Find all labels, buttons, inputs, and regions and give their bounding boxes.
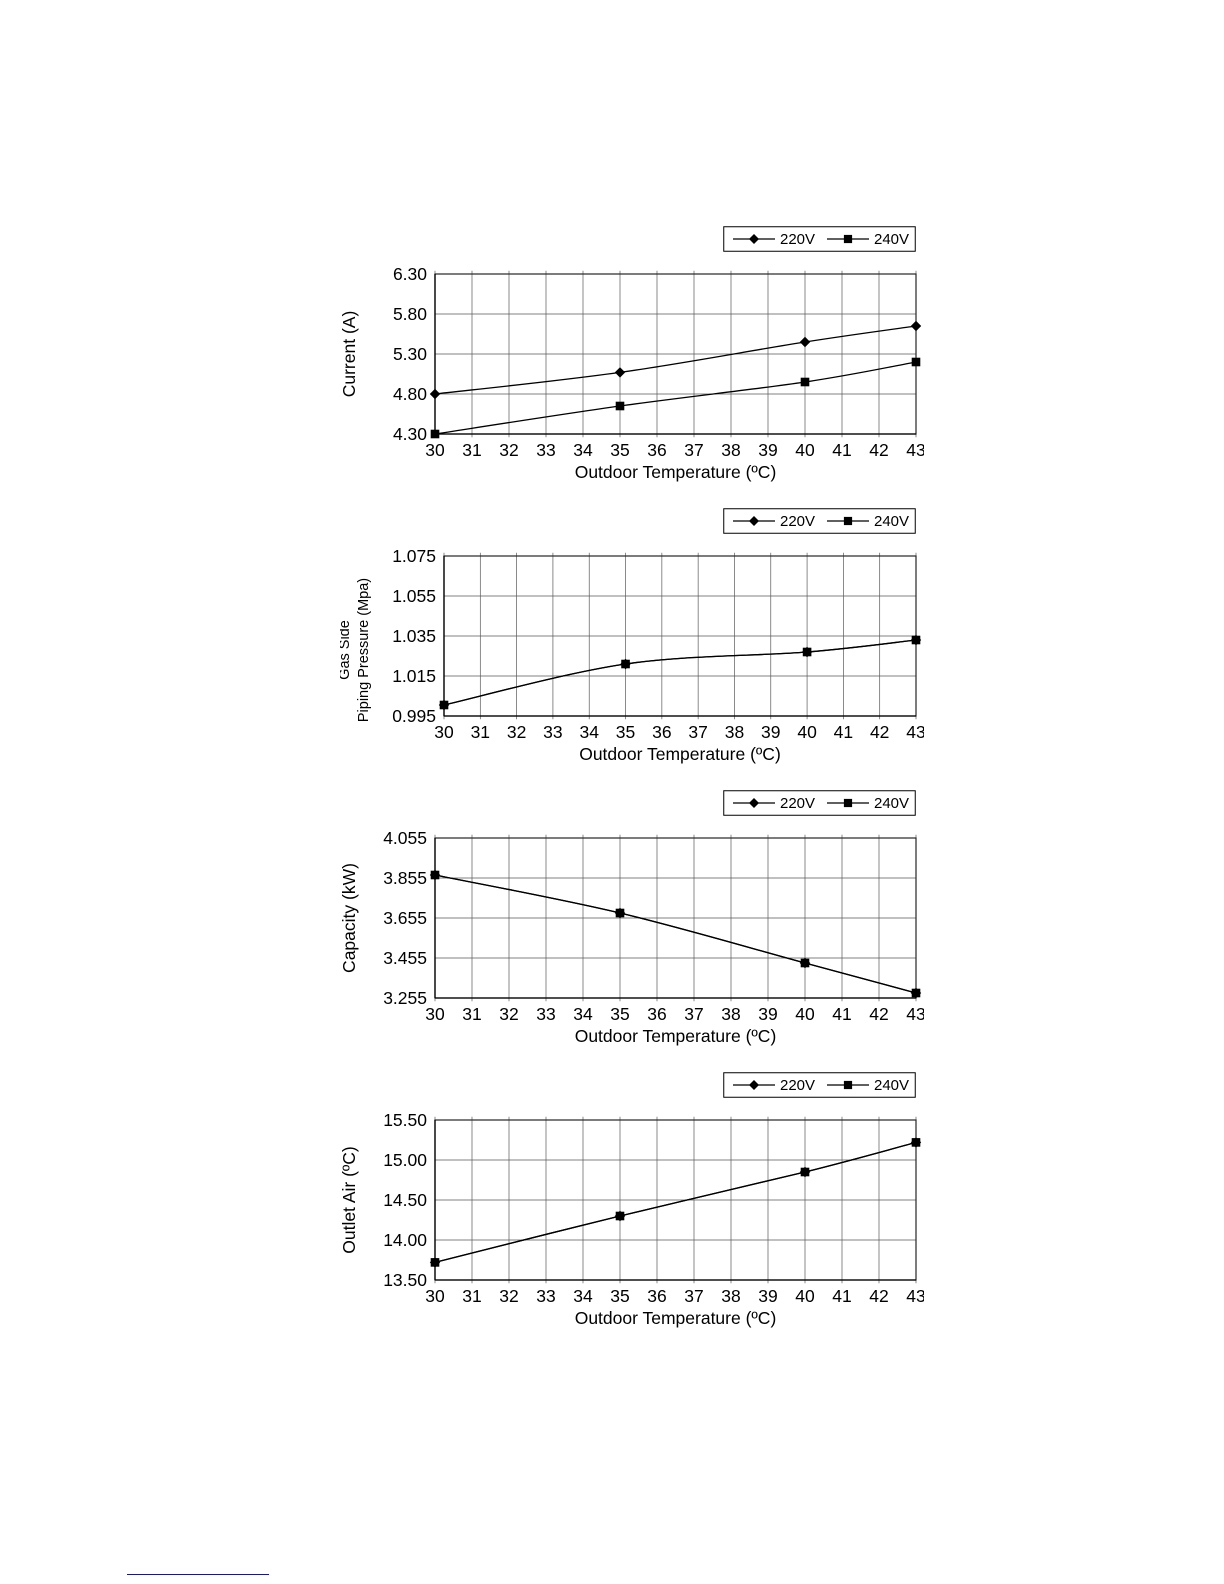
svg-text:41: 41 (834, 722, 853, 742)
svg-text:14.50: 14.50 (383, 1190, 427, 1210)
svg-text:220V: 220V (780, 1077, 815, 1094)
svg-text:40: 40 (797, 722, 817, 742)
svg-text:3.655: 3.655 (383, 908, 427, 928)
svg-text:33: 33 (536, 1004, 555, 1024)
svg-text:220V: 220V (780, 513, 815, 530)
svg-text:36: 36 (647, 1286, 666, 1306)
svg-text:Capacity (kW): Capacity (kW) (340, 863, 359, 973)
svg-text:4.80: 4.80 (393, 384, 427, 404)
svg-text:Gas Side: Gas Side (340, 620, 353, 680)
svg-text:32: 32 (499, 1004, 518, 1024)
svg-text:Outdoor Temperature (ºC): Outdoor Temperature (ºC) (575, 1308, 777, 1328)
svg-text:Outlet Air (ºC): Outlet Air (ºC) (340, 1146, 359, 1254)
svg-text:36: 36 (647, 440, 666, 460)
svg-text:35: 35 (610, 1286, 629, 1306)
svg-text:1.075: 1.075 (392, 546, 436, 566)
svg-text:Outdoor Temperature (ºC): Outdoor Temperature (ºC) (575, 1026, 777, 1046)
svg-text:240V: 240V (874, 1077, 909, 1094)
svg-text:4.055: 4.055 (383, 828, 427, 848)
svg-text:43: 43 (906, 440, 924, 460)
svg-text:37: 37 (684, 1004, 703, 1024)
svg-text:4.30: 4.30 (393, 424, 427, 444)
svg-text:31: 31 (471, 722, 490, 742)
svg-text:13.50: 13.50 (383, 1270, 427, 1290)
svg-text:40: 40 (795, 1286, 815, 1306)
svg-text:14.00: 14.00 (383, 1230, 427, 1250)
svg-text:43: 43 (906, 1286, 924, 1306)
svg-text:35: 35 (616, 722, 635, 742)
svg-text:39: 39 (761, 722, 780, 742)
svg-text:240V: 240V (874, 231, 909, 248)
svg-text:34: 34 (579, 722, 599, 742)
svg-text:42: 42 (869, 1004, 888, 1024)
svg-text:240V: 240V (874, 795, 909, 812)
svg-text:42: 42 (869, 1286, 888, 1306)
svg-text:38: 38 (721, 1004, 740, 1024)
svg-text:31: 31 (462, 1004, 481, 1024)
svg-text:3.855: 3.855 (383, 868, 427, 888)
svg-text:1.035: 1.035 (392, 626, 436, 646)
svg-text:41: 41 (832, 1286, 851, 1306)
svg-text:Piping Pressure (Mpa): Piping Pressure (Mpa) (356, 578, 372, 722)
svg-text:36: 36 (647, 1004, 666, 1024)
svg-text:35: 35 (610, 440, 629, 460)
svg-text:220V: 220V (780, 231, 815, 248)
svg-text:30: 30 (425, 1286, 445, 1306)
svg-text:40: 40 (795, 1004, 815, 1024)
svg-text:32: 32 (499, 440, 518, 460)
svg-text:Outdoor Temperature (ºC): Outdoor Temperature (ºC) (575, 462, 777, 482)
svg-text:31: 31 (462, 1286, 481, 1306)
svg-text:40: 40 (795, 440, 815, 460)
svg-text:220V: 220V (780, 795, 815, 812)
svg-text:0.995: 0.995 (392, 706, 436, 726)
svg-text:5.30: 5.30 (393, 344, 427, 364)
svg-text:240V: 240V (874, 513, 909, 530)
svg-text:5.80: 5.80 (393, 304, 427, 324)
svg-text:38: 38 (721, 1286, 740, 1306)
svg-text:3.455: 3.455 (383, 948, 427, 968)
svg-text:37: 37 (684, 440, 703, 460)
svg-text:Current (A): Current (A) (340, 311, 359, 398)
svg-text:38: 38 (725, 722, 744, 742)
svg-text:39: 39 (758, 1004, 777, 1024)
svg-text:41: 41 (832, 440, 851, 460)
svg-text:30: 30 (425, 1004, 445, 1024)
svg-text:38: 38 (721, 440, 740, 460)
svg-text:1.015: 1.015 (392, 666, 436, 686)
svg-text:31: 31 (462, 440, 481, 460)
svg-text:30: 30 (425, 440, 445, 460)
svg-text:Outdoor Temperature (ºC): Outdoor Temperature (ºC) (579, 744, 781, 764)
svg-text:33: 33 (536, 1286, 555, 1306)
svg-text:30: 30 (434, 722, 454, 742)
svg-text:3.255: 3.255 (383, 988, 427, 1008)
svg-text:37: 37 (688, 722, 707, 742)
svg-text:37: 37 (684, 1286, 703, 1306)
svg-text:43: 43 (906, 1004, 924, 1024)
svg-text:35: 35 (610, 1004, 629, 1024)
svg-text:34: 34 (573, 1286, 593, 1306)
svg-text:39: 39 (758, 440, 777, 460)
svg-text:6.30: 6.30 (393, 264, 427, 284)
svg-text:15.50: 15.50 (383, 1110, 427, 1130)
svg-text:15.00: 15.00 (383, 1150, 427, 1170)
svg-text:32: 32 (499, 1286, 518, 1306)
svg-text:33: 33 (543, 722, 562, 742)
svg-text:43: 43 (906, 722, 924, 742)
svg-text:1.055: 1.055 (392, 586, 436, 606)
svg-text:34: 34 (573, 440, 593, 460)
svg-text:42: 42 (870, 722, 889, 742)
svg-text:33: 33 (536, 440, 555, 460)
svg-text:34: 34 (573, 1004, 593, 1024)
svg-text:39: 39 (758, 1286, 777, 1306)
svg-text:32: 32 (507, 722, 526, 742)
svg-text:36: 36 (652, 722, 671, 742)
svg-text:41: 41 (832, 1004, 851, 1024)
svg-text:42: 42 (869, 440, 888, 460)
